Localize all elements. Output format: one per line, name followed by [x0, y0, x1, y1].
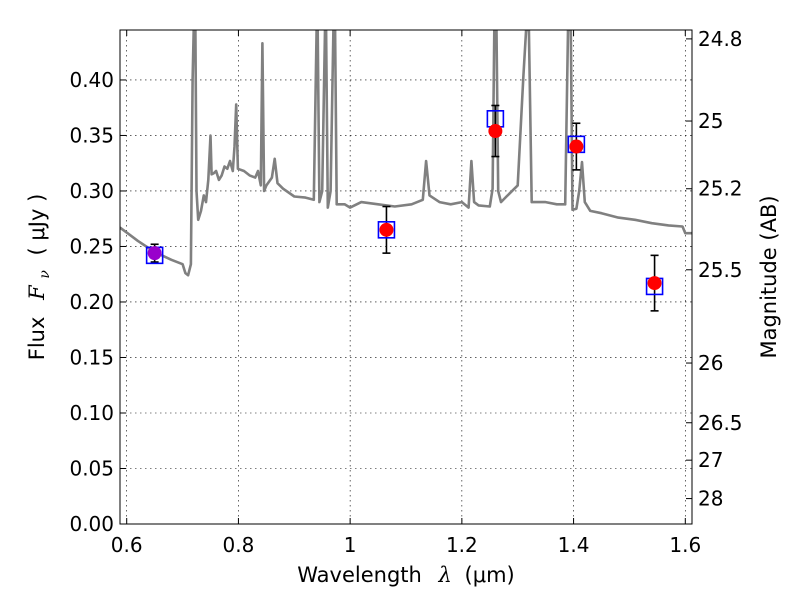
y-tick-label: 0.10: [69, 401, 114, 425]
observed-flux-point: [569, 139, 584, 154]
x-axis-label-unit: (μm): [465, 563, 515, 587]
y-tick-label: 0.15: [69, 345, 114, 369]
observed-flux-point: [147, 246, 162, 261]
y-tick-label: 0.40: [69, 68, 114, 92]
magnitude-tick-label: 25: [698, 109, 723, 133]
observed-flux-point: [647, 276, 662, 291]
observed-flux-point: [488, 124, 503, 139]
model-photometry-marker: [377, 221, 396, 239]
y-tick-label: 0.05: [69, 456, 114, 480]
x-axis-label-prefix: Wavelength: [297, 563, 422, 587]
ticks: 0.6 0.8 1 1.2 1.4 1.6 0.00 0.05 0.10 0.15 0.20 0.25…: [69, 27, 742, 557]
y-tick-label: 0.20: [69, 290, 114, 314]
y-axis-label-prefix: Flux: [25, 317, 49, 361]
y-axis-label: Flux F ν ( μJy ): [25, 194, 54, 361]
x-axis-label: Wavelength λ (μm): [297, 563, 514, 587]
x-axis-label-symbol: λ: [438, 563, 452, 587]
x-tick-label: 1.4: [558, 533, 590, 557]
model-sed-layer: [120, 30, 692, 277]
magnitude-tick-label: 28: [698, 487, 723, 511]
magnitude-tick-label: 26: [698, 351, 723, 375]
y-axis-label-unit: ( μJy ): [25, 194, 49, 256]
grid: [120, 30, 692, 524]
y-tick-label: 0.35: [69, 123, 114, 147]
x-tick-label: 0.6: [111, 533, 143, 557]
plot-frame: [119, 29, 693, 525]
y-axis-label-symbol: F: [25, 284, 49, 301]
y-tick-label: 0.25: [69, 234, 114, 258]
magnitude-tick-label: 26.5: [698, 411, 743, 435]
y-tick-label: 0.30: [69, 179, 114, 203]
x-tick-label: 1.6: [669, 533, 701, 557]
magnitude-tick-label: 25.2: [698, 177, 743, 201]
y-axis-label-subscript: ν: [37, 270, 53, 279]
y-tick-label: 0.00: [69, 512, 114, 536]
x-tick-label: 1: [344, 533, 357, 557]
x-tick-label: 0.8: [223, 533, 255, 557]
x-tick-label: 1.2: [446, 533, 478, 557]
photometry-layer: [145, 104, 664, 312]
magnitude-tick-label: 24.8: [698, 27, 743, 51]
observed-flux-point: [379, 222, 394, 237]
magnitude-tick-label: 27: [698, 448, 723, 472]
magnitude-axis-label: Magnitude (AB): [757, 195, 781, 358]
magnitude-tick-label: 25.5: [698, 258, 743, 282]
model-sed-line: [120, 30, 692, 277]
